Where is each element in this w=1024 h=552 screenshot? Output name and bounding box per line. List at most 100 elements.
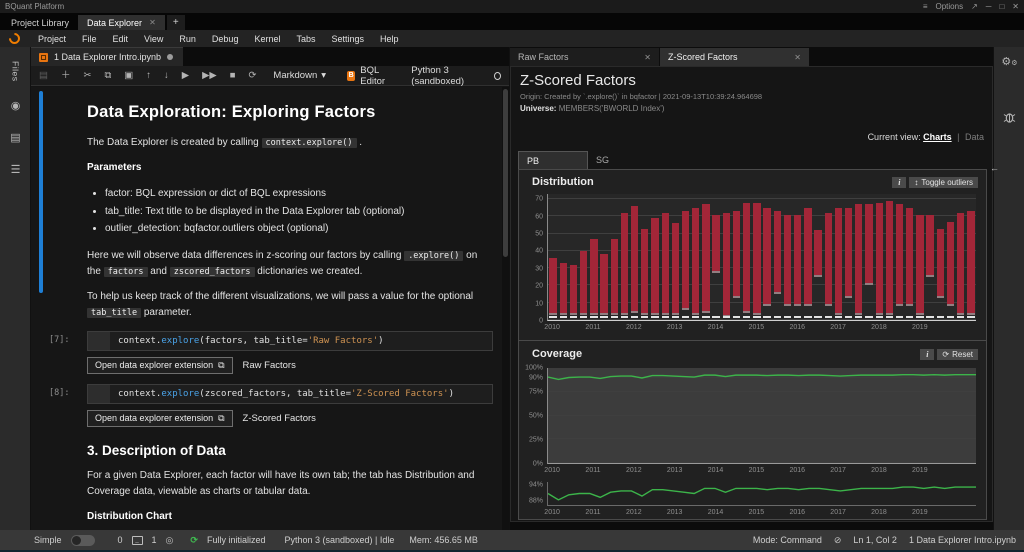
distribution-bar[interactable] [937, 229, 944, 298]
distribution-bar[interactable] [784, 215, 791, 306]
copy-cell-icon[interactable]: ⧉ [104, 71, 111, 81]
menu-kernel[interactable]: Kernel [246, 34, 288, 44]
stop-kernel-icon[interactable]: ■ [230, 71, 236, 81]
popout-icon[interactable]: ↗ [971, 2, 978, 11]
distribution-bar[interactable] [570, 265, 577, 315]
bql-editor-button[interactable]: B BQL Editor [347, 65, 398, 87]
distribution-bar[interactable] [774, 211, 781, 294]
toggle-outliers-button[interactable]: ↕ Toggle outliers [909, 177, 978, 188]
notebook-scroll-area[interactable]: Data Exploration: Exploring Factors The … [31, 87, 509, 530]
distribution-bar[interactable] [712, 215, 719, 274]
distribution-bar[interactable] [600, 254, 607, 314]
menu-file[interactable]: File [74, 34, 105, 44]
distribution-bar[interactable] [957, 213, 964, 315]
distribution-bar[interactable] [896, 204, 903, 306]
distribution-bar[interactable] [651, 218, 658, 315]
distribution-bar[interactable] [549, 258, 556, 315]
kernel-sessions-icon[interactable]: ◎ [166, 535, 174, 546]
coverage-navigator-line[interactable] [548, 482, 976, 505]
cursor-position[interactable]: Ln 1, Col 2 [853, 535, 897, 545]
distribution-bar[interactable] [916, 215, 923, 315]
collapse-panel-arrow-icon[interactable]: ← [990, 163, 999, 173]
distribution-bar[interactable] [580, 251, 587, 315]
distribution-bar[interactable] [947, 222, 954, 307]
distribution-bar[interactable] [855, 204, 862, 314]
distribution-bar[interactable] [631, 206, 638, 313]
distribution-bar[interactable] [845, 208, 852, 298]
distribution-plot[interactable] [547, 194, 976, 321]
distribution-bar[interactable] [926, 215, 933, 277]
terminals-count[interactable]: 0 [118, 535, 123, 545]
factor-tab-sg[interactable]: SG [588, 151, 658, 169]
distribution-bar[interactable] [967, 211, 974, 315]
distribution-bar[interactable] [763, 208, 770, 306]
distribution-bar[interactable] [641, 229, 648, 315]
cell-collapser[interactable] [88, 385, 110, 403]
notebook-tab[interactable]: 1 Data Explorer Intro.ipynb [31, 47, 183, 66]
distribution-bar[interactable] [794, 215, 801, 306]
kernels-count[interactable]: 1 [152, 535, 157, 545]
tab-data-explorer[interactable]: Data Explorer ✕ [78, 15, 165, 30]
factor-tab-pb[interactable]: PB [518, 151, 588, 169]
distribution-bar[interactable] [835, 208, 842, 315]
tab-project-library[interactable]: Project Library [2, 15, 78, 30]
move-down-icon[interactable]: ↓ [164, 71, 169, 81]
notifications-off-icon[interactable]: ⊘ [834, 535, 842, 546]
distribution-bar[interactable] [621, 213, 628, 315]
distribution-bar[interactable] [723, 213, 730, 317]
close-tab-icon[interactable]: ✕ [644, 53, 651, 62]
maximize-icon[interactable]: □ [999, 2, 1004, 11]
view-charts-link[interactable]: Charts [923, 132, 952, 142]
distribution-bar[interactable] [560, 263, 567, 315]
close-tab-icon[interactable]: ✕ [794, 53, 801, 62]
coverage-plot[interactable] [547, 368, 976, 464]
coverage-info-button[interactable]: i [920, 349, 934, 360]
menu-help[interactable]: Help [372, 34, 407, 44]
distribution-bar[interactable] [804, 208, 811, 306]
tab-zscored-factors[interactable]: Z-Scored Factors ✕ [660, 48, 809, 66]
minimize-icon[interactable]: ─ [986, 2, 992, 11]
menu-project[interactable]: Project [30, 34, 74, 44]
close-icon[interactable]: ✕ [1012, 2, 1019, 11]
distribution-bar[interactable] [611, 239, 618, 315]
unsaved-changes-dot[interactable] [167, 54, 173, 60]
debugger-bug-icon[interactable] [994, 111, 1024, 129]
restart-kernel-icon[interactable]: ⟳ [248, 71, 256, 81]
add-cell-icon[interactable]: ＋ [61, 71, 71, 81]
reset-zoom-button[interactable]: ⟳ Reset [937, 349, 978, 360]
editor-mode[interactable]: Mode: Command [753, 535, 822, 545]
open-data-explorer-button[interactable]: Open data explorer extension ⧉ [87, 357, 233, 374]
hamburger-icon[interactable]: ≡ [923, 2, 928, 11]
menu-tabs[interactable]: Tabs [288, 34, 323, 44]
view-data-link[interactable]: Data [965, 132, 984, 142]
menu-view[interactable]: View [136, 34, 171, 44]
distribution-bar[interactable] [814, 230, 821, 277]
new-tab-button[interactable]: + [167, 15, 185, 30]
distribution-bar[interactable] [682, 211, 689, 309]
scrollbar-thumb[interactable] [503, 89, 508, 257]
distribution-bar[interactable] [662, 213, 669, 315]
notebook-tools-icon[interactable]: ▤ [0, 131, 31, 144]
kernel-name[interactable]: Python 3 (sandboxed) [411, 65, 501, 87]
menu-debug[interactable]: Debug [204, 34, 247, 44]
property-inspector-gears-icon[interactable]: ⚙⚙ [994, 55, 1024, 68]
paste-cell-icon[interactable]: ▣ [124, 71, 133, 81]
navigator-range-selector[interactable] [547, 482, 976, 506]
distribution-bar[interactable] [733, 211, 740, 297]
distribution-bar[interactable] [865, 204, 872, 285]
distribution-bar[interactable] [886, 201, 893, 315]
sidebar-tab-files[interactable]: Files [0, 53, 31, 89]
coverage-line[interactable] [548, 368, 976, 463]
run-all-icon[interactable]: ▶▶ [202, 71, 217, 81]
table-of-contents-icon[interactable]: ☰ [0, 163, 31, 176]
menu-settings[interactable]: Settings [323, 34, 372, 44]
distribution-bar[interactable] [825, 213, 832, 306]
notebook-scrollbar[interactable] [502, 87, 509, 530]
simple-mode-toggle[interactable] [71, 535, 95, 546]
cut-cell-icon[interactable]: ✂ [84, 71, 92, 81]
options-button[interactable]: Options [936, 2, 964, 11]
open-data-explorer-button[interactable]: Open data explorer extension ⧉ [87, 410, 233, 427]
code-cell-7[interactable]: [7]: context.explore(factors, tab_title=… [31, 331, 499, 351]
menu-edit[interactable]: Edit [105, 34, 137, 44]
distribution-bar[interactable] [590, 239, 597, 315]
